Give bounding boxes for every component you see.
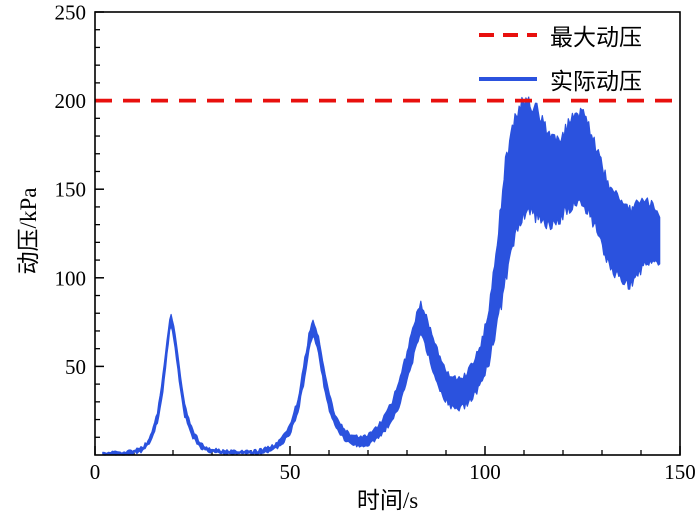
plot-frame <box>94 11 681 456</box>
y-tick-label: 200 <box>55 89 87 113</box>
x-axis-label: 时间/s <box>356 488 419 511</box>
legend-item-max-pressure: 最大动压 <box>479 18 642 52</box>
x-tick-label: 100 <box>469 460 501 484</box>
actual-pressure-band <box>102 96 661 456</box>
legend-label-max-pressure: 最大动压 <box>550 25 642 50</box>
y-tick-label: 150 <box>55 178 87 202</box>
legend: 最大动压 实际动压 <box>479 18 642 96</box>
legend-solid-line-sample <box>479 77 537 81</box>
x-tick-label: 50 <box>280 460 301 484</box>
x-tick-label: 0 <box>90 460 101 484</box>
y-tick-label: 50 <box>65 355 86 379</box>
legend-dashed-line-sample <box>479 33 537 37</box>
x-tick-label: 150 <box>664 460 696 484</box>
legend-label-actual-pressure: 实际动压 <box>550 69 642 94</box>
y-tick-label: 100 <box>55 266 87 290</box>
y-axis-label: 动压/kPa <box>16 187 41 275</box>
legend-item-actual-pressure: 实际动压 <box>479 62 642 96</box>
y-tick-label: 250 <box>55 1 87 25</box>
